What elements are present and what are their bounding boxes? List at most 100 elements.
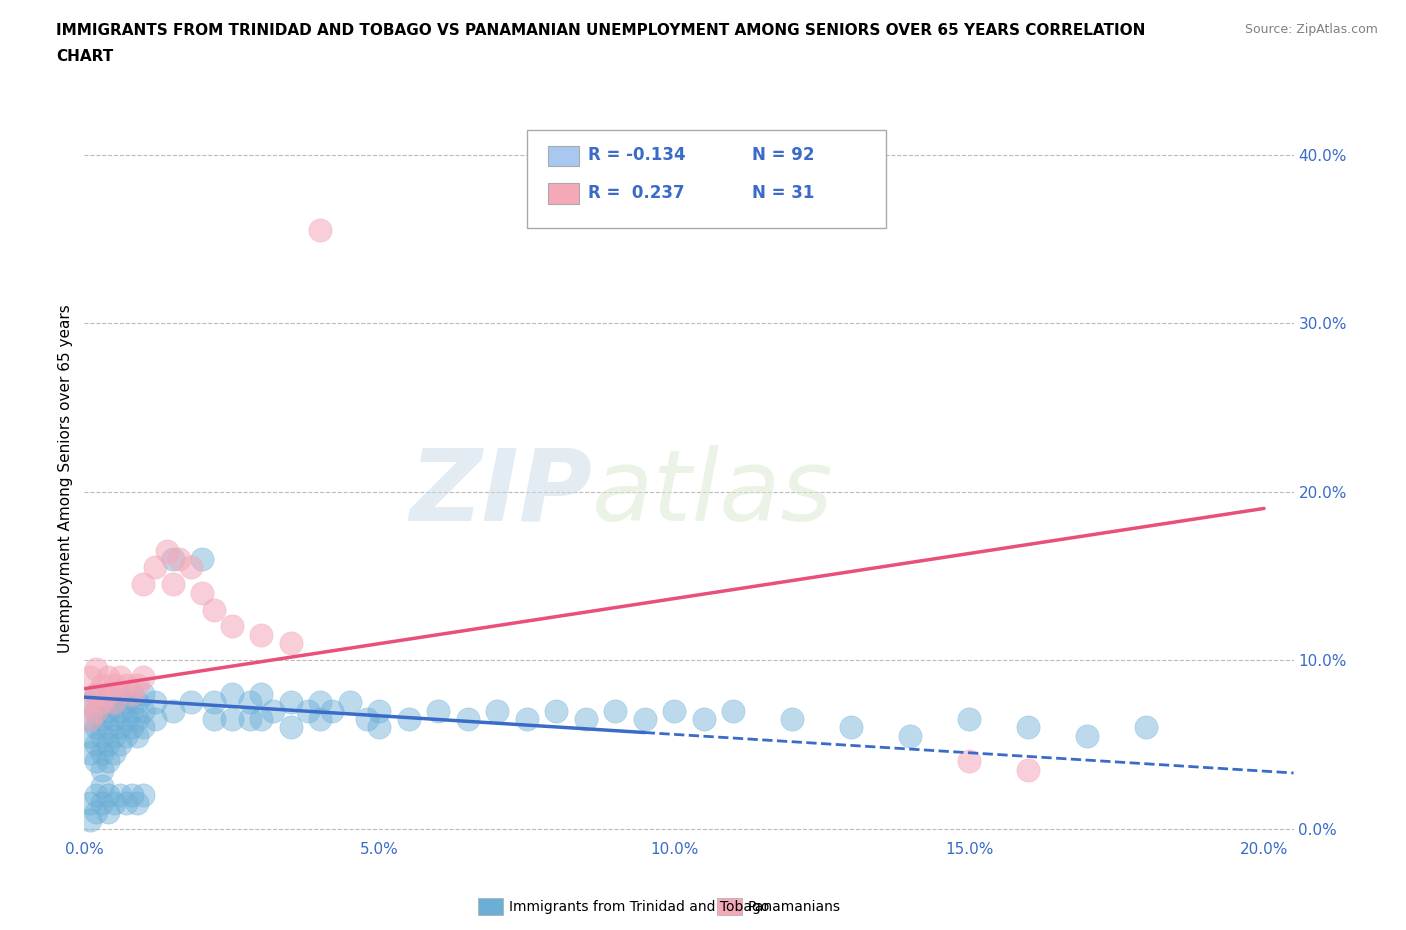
Point (108, 670, 131, 684)
Point (957, 711, 980, 726)
Point (262, 703, 284, 718)
Point (79, 711, 101, 726)
Point (457, 711, 479, 726)
Point (84, 686, 107, 701)
Point (114, 728, 136, 743)
Point (250, 628, 273, 643)
Point (97, 737, 120, 751)
Text: atlas: atlas (592, 445, 834, 542)
Text: N = 92: N = 92 (752, 146, 814, 165)
Point (103, 796, 125, 811)
Point (839, 720, 862, 735)
Text: CHART: CHART (56, 49, 114, 64)
Point (91, 695, 114, 710)
Point (280, 636, 302, 651)
Point (486, 703, 509, 718)
Point (162, 577, 184, 591)
Point (84, 737, 107, 751)
Point (79, 728, 101, 743)
Point (108, 703, 131, 718)
Point (108, 788, 131, 803)
Point (191, 585, 214, 600)
Point (114, 678, 136, 693)
Point (605, 703, 627, 718)
Point (957, 753, 980, 768)
Point (121, 788, 143, 803)
Text: Panamanians: Panamanians (748, 899, 841, 914)
Point (634, 711, 657, 726)
Point (79, 711, 101, 726)
Point (339, 695, 361, 710)
Point (516, 711, 538, 726)
Point (780, 711, 803, 726)
Point (162, 703, 184, 718)
Point (398, 711, 420, 726)
Point (103, 695, 125, 710)
Point (114, 695, 136, 710)
Point (108, 686, 131, 701)
Point (84, 720, 107, 735)
Point (79, 813, 101, 828)
Point (79, 796, 101, 811)
Point (309, 695, 332, 710)
Point (84, 804, 107, 819)
Point (180, 695, 202, 710)
Point (143, 560, 166, 575)
Point (132, 703, 155, 718)
Point (692, 711, 714, 726)
Point (91, 695, 114, 710)
Point (238, 695, 260, 710)
Point (91, 745, 114, 760)
Text: Source: ZipAtlas.com: Source: ZipAtlas.com (1244, 23, 1378, 36)
Point (127, 711, 149, 726)
Point (79, 695, 101, 710)
Point (356, 711, 378, 726)
Point (143, 711, 166, 726)
Point (221, 619, 243, 634)
Point (91, 678, 114, 693)
Point (721, 703, 744, 718)
Text: ZIP: ZIP (409, 445, 592, 542)
Point (97, 804, 120, 819)
Point (79, 670, 101, 684)
Point (575, 711, 598, 726)
Point (84, 661, 107, 676)
Point (250, 686, 273, 701)
Point (91, 763, 114, 777)
Text: IMMIGRANTS FROM TRINIDAD AND TOBAGO VS PANAMANIAN UNEMPLOYMENT AMONG SENIORS OVE: IMMIGRANTS FROM TRINIDAD AND TOBAGO VS P… (56, 23, 1146, 38)
Y-axis label: Unemployment Among Seniors over 65 years: Unemployment Among Seniors over 65 years (58, 305, 73, 653)
Point (127, 796, 149, 811)
Point (127, 728, 149, 743)
Point (127, 678, 149, 693)
Point (121, 703, 143, 718)
Point (132, 670, 155, 684)
Point (97, 686, 120, 701)
Point (202, 695, 225, 710)
Point (427, 703, 450, 718)
Point (79, 745, 101, 760)
Point (250, 711, 273, 726)
Point (132, 720, 155, 735)
Point (132, 788, 155, 803)
Point (114, 711, 136, 726)
Point (84, 788, 107, 803)
Text: R = -0.134: R = -0.134 (588, 146, 685, 165)
Point (202, 602, 225, 617)
Text: R =  0.237: R = 0.237 (588, 183, 685, 202)
Point (132, 686, 155, 701)
Point (127, 695, 149, 710)
Point (309, 711, 332, 726)
Point (297, 703, 319, 718)
Point (167, 551, 190, 566)
Point (79, 695, 101, 710)
Point (97, 788, 120, 803)
Point (91, 779, 114, 794)
Point (280, 695, 302, 710)
Point (91, 728, 114, 743)
Point (1076, 728, 1098, 743)
Point (238, 711, 260, 726)
Point (898, 728, 921, 743)
Point (191, 551, 214, 566)
Point (180, 560, 202, 575)
Point (1017, 763, 1039, 777)
